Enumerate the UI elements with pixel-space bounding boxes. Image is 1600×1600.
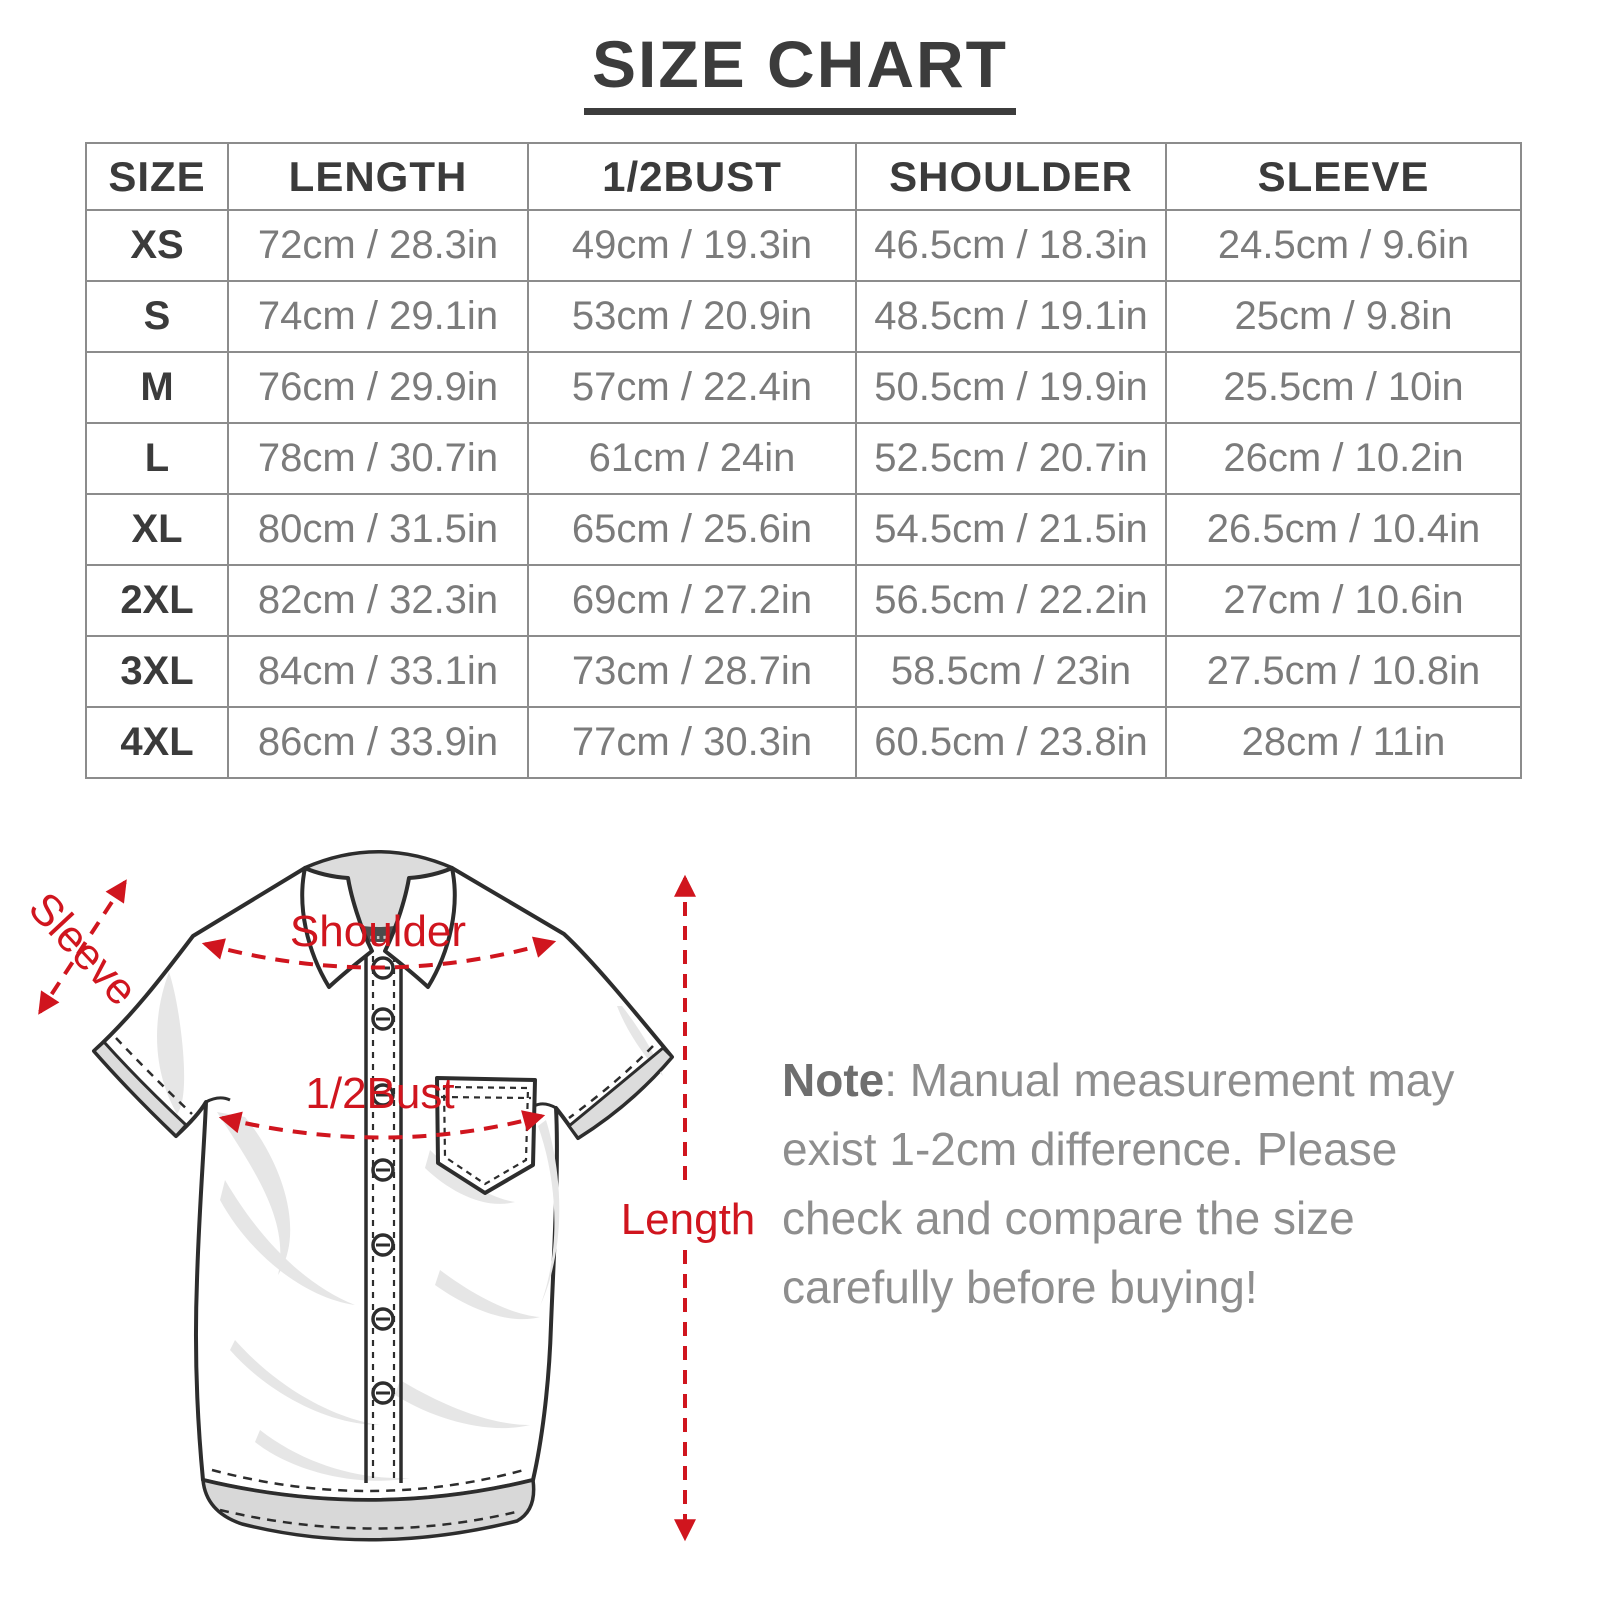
table-header-row: SIZE LENGTH 1/2BUST SHOULDER SLEEVE [85, 142, 1522, 211]
button [371, 1158, 395, 1182]
header-halfbust: 1/2BUST [527, 142, 857, 211]
size-cell: M [85, 351, 229, 424]
table-row: M 76cm / 29.9in 57cm / 22.4in 50.5cm / 19.9… [85, 351, 1522, 424]
header-shoulder: SHOULDER [855, 142, 1167, 211]
page-title: SIZE CHART [584, 26, 1016, 115]
half-bust-cell: 73cm / 28.7in [527, 635, 857, 708]
sleeve-arrow [38, 879, 127, 1015]
shoulder-arrow [201, 936, 557, 970]
button [371, 1307, 395, 1331]
half-bust-cell: 65cm / 25.6in [527, 493, 857, 566]
size-cell: 4XL [85, 706, 229, 779]
sleeve-cell: 27.5cm / 10.8in [1165, 635, 1522, 708]
title-wrap: SIZE CHART [0, 26, 1600, 115]
sleeve-cell: 24.5cm / 9.6in [1165, 209, 1522, 282]
length-cell: 84cm / 33.1in [227, 635, 529, 708]
chest-pocket [435, 1076, 537, 1195]
sleeve-cuffs [91, 1037, 675, 1141]
length-cell: 82cm / 32.3in [227, 564, 529, 637]
length-cell: 78cm / 30.7in [227, 422, 529, 495]
shoulder-cell: 48.5cm / 19.1in [855, 280, 1167, 353]
buttons [371, 956, 395, 1405]
sleeve-label: Sleeve [20, 883, 147, 1015]
size-cell: 3XL [85, 635, 229, 708]
shoulder-cell: 46.5cm / 18.3in [855, 209, 1167, 282]
table-row: S 74cm / 29.1in 53cm / 20.9in 48.5cm / 19.1… [85, 280, 1522, 353]
table-row: XL 80cm / 31.5in 65cm / 25.6in 54.5cm / 21.… [85, 493, 1522, 566]
size-cell: S [85, 280, 229, 353]
table-row: 3XL 84cm / 33.1in 73cm / 28.7in 58.5cm / 23… [85, 635, 1522, 708]
shirt-hem [201, 1468, 536, 1542]
shoulder-label: Shoulder [290, 907, 466, 956]
button [371, 1007, 395, 1031]
sleeve-cell: 26.5cm / 10.4in [1165, 493, 1522, 566]
length-cell: 80cm / 31.5in [227, 493, 529, 566]
half-bust-cell: 49cm / 19.3in [527, 209, 857, 282]
note-text: Note: Manual measurement may exist 1-2cm… [782, 1046, 1482, 1322]
shoulder-cell: 56.5cm / 22.2in [855, 564, 1167, 637]
size-cell: L [85, 422, 229, 495]
half-bust-cell: 53cm / 20.9in [527, 280, 857, 353]
length-cell: 72cm / 28.3in [227, 209, 529, 282]
size-cell: XL [85, 493, 229, 566]
shoulder-cell: 60.5cm / 23.8in [855, 706, 1167, 779]
shirt-measurement-diagram: Shoulder 1/2Bust Length Sleeve [20, 850, 756, 1542]
half-bust-cell: 77cm / 30.3in [527, 706, 857, 779]
shoulder-cell: 52.5cm / 20.7in [855, 422, 1167, 495]
half-bust-cell: 69cm / 27.2in [527, 564, 857, 637]
shoulder-cell: 50.5cm / 19.9in [855, 351, 1167, 424]
header-size: SIZE [85, 142, 229, 211]
note-label: Note [782, 1054, 885, 1106]
fabric-shading [157, 972, 663, 1481]
length-cell: 74cm / 29.1in [227, 280, 529, 353]
shoulder-cell: 54.5cm / 21.5in [855, 493, 1167, 566]
sleeve-cell: 26cm / 10.2in [1165, 422, 1522, 495]
size-table: SIZE LENGTH 1/2BUST SHOULDER SLEEVE XS 72… [85, 142, 1522, 779]
length-label: Length [621, 1195, 756, 1244]
half-bust-label: 1/2Bust [305, 1069, 454, 1118]
button [371, 1233, 395, 1257]
length-cell: 86cm / 33.9in [227, 706, 529, 779]
length-cell: 76cm / 29.9in [227, 351, 529, 424]
button [371, 1381, 395, 1405]
note-body: : Manual measurement may exist 1-2cm dif… [782, 1054, 1455, 1313]
header-length: LENGTH [227, 142, 529, 211]
table-row: 2XL 82cm / 32.3in 69cm / 27.2in 56.5cm / 22… [85, 564, 1522, 637]
sleeve-cell: 28cm / 11in [1165, 706, 1522, 779]
shoulder-cell: 58.5cm / 23in [855, 635, 1167, 708]
button [371, 1083, 395, 1107]
sleeve-cell: 25.5cm / 10in [1165, 351, 1522, 424]
table-row: 4XL 86cm / 33.9in 77cm / 30.3in 60.5cm / 23… [85, 706, 1522, 779]
table-row: L 78cm / 30.7in 61cm / 24in 52.5cm / 20.7in… [85, 422, 1522, 495]
table-row: XS 72cm / 28.3in 49cm / 19.3in 46.5cm / 18.… [85, 209, 1522, 282]
sleeve-cell: 25cm / 9.8in [1165, 280, 1522, 353]
header-sleeve: SLEEVE [1165, 142, 1522, 211]
half-bust-cell: 61cm / 24in [527, 422, 857, 495]
half-bust-cell: 57cm / 22.4in [527, 351, 857, 424]
size-cell: 2XL [85, 564, 229, 637]
size-cell: XS [85, 209, 229, 282]
sleeve-cell: 27cm / 10.6in [1165, 564, 1522, 637]
